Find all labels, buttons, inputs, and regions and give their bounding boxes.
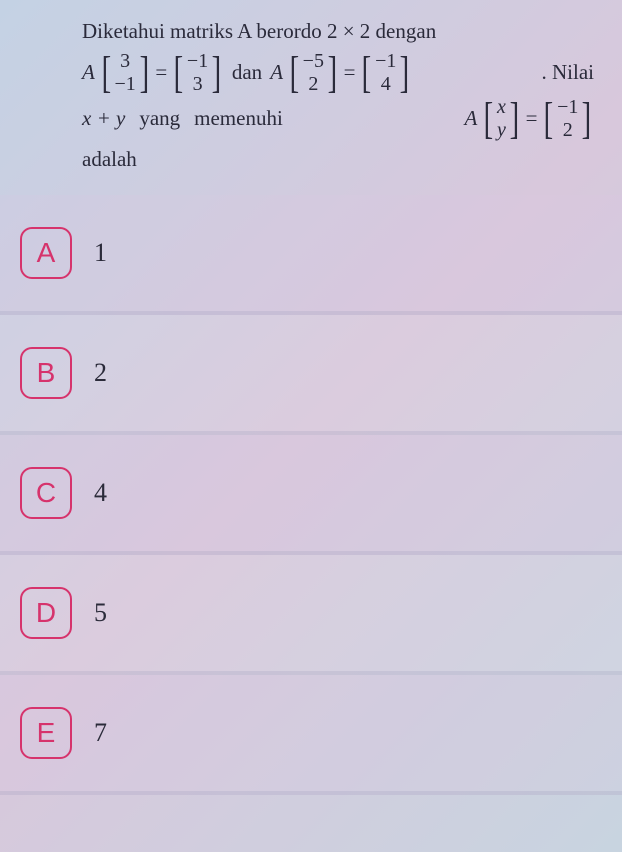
option-a[interactable]: A 1 (0, 195, 622, 315)
option-e[interactable]: E 7 (0, 675, 622, 795)
option-letter-b: B (20, 347, 72, 399)
option-letter-a: A (20, 227, 72, 279)
word-yang: yang (139, 101, 180, 137)
equals-1: = (155, 55, 167, 91)
options-list: A 1 B 2 C 4 D 5 E 7 (0, 195, 622, 795)
word-memenuhi: memenuhi (194, 101, 283, 137)
matrix-label-a2: A (270, 55, 283, 91)
matrix-label-a1: A (82, 55, 95, 91)
word-dan: dan (232, 55, 262, 91)
option-c[interactable]: C 4 (0, 435, 622, 555)
word-adalah: adalah (82, 142, 137, 178)
option-text-a: 1 (94, 238, 107, 268)
option-text-c: 4 (94, 478, 107, 508)
equals-2: = (344, 55, 356, 91)
option-letter-e: E (20, 707, 72, 759)
word-nilai: . Nilai (542, 55, 595, 91)
option-letter-c: C (20, 467, 72, 519)
xy-expression: x + y (82, 101, 125, 137)
option-d[interactable]: D 5 (0, 555, 622, 675)
matrix-5: [ xy ] (481, 96, 521, 142)
matrix-6: [ −12 ] (541, 96, 594, 142)
matrix-label-a3: A (465, 101, 478, 137)
question-stem: Diketahui matriks A berordo 2 × 2 dengan… (0, 0, 622, 195)
equals-3: = (526, 101, 538, 137)
option-text-b: 2 (94, 358, 107, 388)
option-text-e: 7 (94, 718, 107, 748)
option-b[interactable]: B 2 (0, 315, 622, 435)
option-text-d: 5 (94, 598, 107, 628)
matrix-4: [ −14 ] (359, 50, 412, 96)
matrix-2: [ −13 ] (171, 50, 224, 96)
matrix-3: [ −52 ] (287, 50, 340, 96)
matrix-1: [ 3−1 ] (99, 50, 152, 96)
question-line1: Diketahui matriks A berordo 2 × 2 dengan (82, 14, 436, 50)
option-letter-d: D (20, 587, 72, 639)
